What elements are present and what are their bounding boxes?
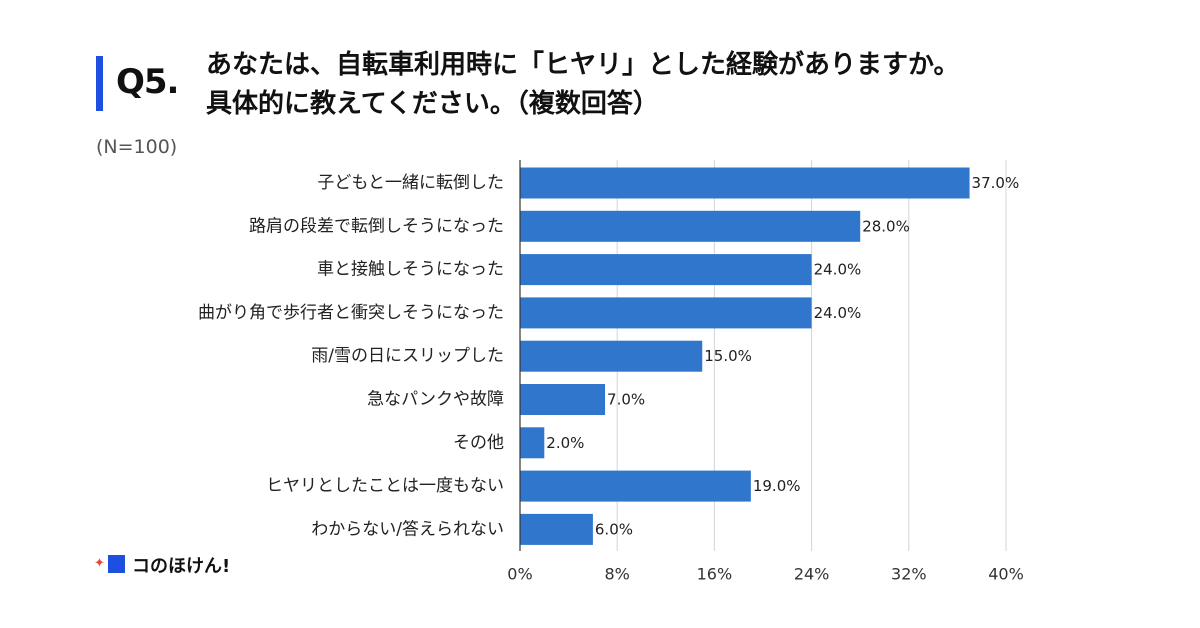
data-label: 37.0%: [972, 174, 1020, 192]
bar: [520, 210, 861, 242]
x-tick-label: 24%: [794, 565, 830, 584]
bar: [520, 340, 703, 372]
category-label: わからない/答えられない: [311, 519, 504, 539]
x-tick-label: 40%: [988, 565, 1024, 584]
bar: [520, 513, 593, 545]
sample-size-label: (N=100): [96, 136, 178, 158]
brand-mark-icon: ✦: [94, 555, 128, 575]
data-label: 15.0%: [704, 347, 752, 365]
star-icon: ✦: [94, 556, 105, 571]
x-tick-label: 32%: [891, 565, 927, 584]
category-label: ヒヤリとしたことは一度もない: [266, 476, 504, 496]
category-label: 路肩の段差で転倒しそうになった: [249, 216, 504, 236]
data-label: 7.0%: [607, 391, 645, 409]
bar: [520, 427, 545, 459]
bar: [520, 297, 812, 329]
brand-name: コのほけん!: [132, 556, 231, 577]
x-tick-label: 16%: [697, 565, 733, 584]
data-label: 24.0%: [814, 304, 862, 322]
bar: [520, 470, 751, 502]
question-title: あなたは、自転車利用時に「ヒヤリ」とした経験がありますか。 具体的に教えてくださ…: [206, 46, 959, 124]
category-label: 雨/雪の日にスリップした: [311, 346, 504, 366]
data-label: 24.0%: [814, 261, 862, 279]
brand-square-icon: [108, 555, 125, 573]
data-label: 28.0%: [862, 217, 910, 235]
accent-bar: [96, 56, 103, 111]
bar: [520, 254, 812, 286]
category-label: 曲がり角で歩行者と衝突しそうになった: [198, 303, 504, 323]
data-label: 19.0%: [753, 477, 801, 495]
category-label: その他: [453, 433, 504, 453]
bar: [520, 167, 970, 199]
category-label: 急なパンクや故障: [367, 390, 504, 410]
category-label: 子どもと一緒に転倒した: [317, 173, 504, 193]
category-label: 車と接触しそうになった: [317, 260, 504, 280]
question-title-line-2: 具体的に教えてください。（複数回答）: [206, 89, 659, 119]
data-label: 2.0%: [546, 434, 584, 452]
data-label: 6.0%: [595, 520, 633, 538]
brand-logo: ✦ コのほけん!: [94, 552, 231, 578]
x-tick-label: 0%: [507, 565, 532, 584]
question-title-line-1: あなたは、自転車利用時に「ヒヤリ」とした経験がありますか。: [206, 50, 960, 80]
x-tick-label: 8%: [605, 565, 630, 584]
bar: [520, 384, 606, 415]
question-number: Q5.: [116, 62, 179, 102]
